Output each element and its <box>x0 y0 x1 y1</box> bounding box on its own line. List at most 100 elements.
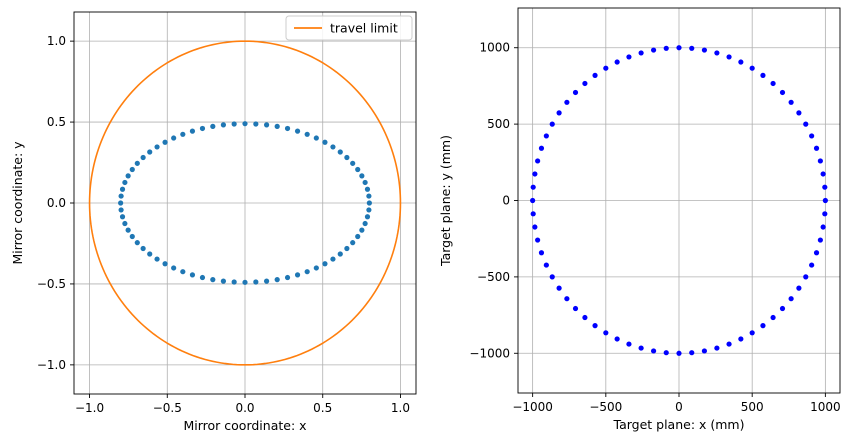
x-tick-label: −0.5 <box>153 401 182 415</box>
data-point <box>344 154 350 161</box>
data-point <box>359 173 365 179</box>
y-tick-label: 0.5 <box>47 115 66 129</box>
legend-label-travel-limit: travel limit <box>330 21 398 36</box>
data-point <box>294 128 301 134</box>
x-tick-label: 0.5 <box>313 401 332 415</box>
data-point <box>210 277 216 283</box>
data-point <box>614 336 620 342</box>
chart-mirror-coordinates: −1.0 −0.5 0.0 0.5 1.0 −1.0 −0.5 0.0 0.5 1.0 Mirro… <box>10 11 417 433</box>
data-point <box>796 285 802 291</box>
data-point <box>125 173 131 179</box>
data-point <box>122 179 128 186</box>
data-point <box>231 121 237 127</box>
data-point <box>663 45 669 51</box>
data-point <box>125 227 131 233</box>
data-point <box>822 197 828 204</box>
data-point <box>535 158 541 164</box>
data-point <box>263 122 270 128</box>
data-point <box>147 251 153 257</box>
data-point <box>626 341 632 347</box>
x-tick-label: −1.0 <box>75 401 104 415</box>
data-point <box>242 121 248 127</box>
data-point <box>817 237 823 243</box>
data-point <box>817 158 823 164</box>
y-tick-label: −1000 <box>469 346 510 360</box>
data-point <box>355 166 361 173</box>
data-point <box>538 145 545 151</box>
data-point <box>189 128 196 134</box>
data-point <box>549 121 555 127</box>
data-point <box>582 80 588 87</box>
axis-ticks: −1.0 −0.5 0.0 0.5 1.0 −1.0 −0.5 0.0 0.5 1.0 <box>37 34 410 415</box>
series-layer <box>530 45 828 356</box>
data-point <box>822 184 828 190</box>
data-point <box>549 274 555 280</box>
data-point <box>714 345 720 351</box>
data-point <box>714 50 720 56</box>
data-point <box>726 341 732 347</box>
data-point <box>803 274 809 280</box>
data-point <box>770 314 776 321</box>
data-point <box>199 274 206 281</box>
data-point <box>171 135 177 141</box>
data-point <box>676 350 682 356</box>
data-point <box>760 72 766 78</box>
data-point <box>572 305 579 312</box>
y-tick-label: 1.0 <box>47 34 66 48</box>
data-point <box>650 47 657 53</box>
data-point <box>770 80 776 87</box>
data-point <box>118 207 124 213</box>
x-tick-label: 1000 <box>810 400 841 414</box>
data-point <box>162 261 168 267</box>
data-point <box>304 269 310 275</box>
y-tick-label: −0.5 <box>37 277 66 291</box>
data-point <box>663 350 669 356</box>
grid-lines <box>518 8 840 393</box>
data-point <box>119 214 126 220</box>
data-point <box>118 193 124 199</box>
data-point <box>129 166 135 173</box>
data-point <box>738 59 744 65</box>
data-point <box>532 224 538 230</box>
y-tick-label: −1.0 <box>37 358 66 372</box>
data-point <box>242 279 248 285</box>
data-point <box>140 245 146 252</box>
series-layer <box>88 40 402 366</box>
data-point <box>543 133 549 139</box>
data-point <box>140 154 146 161</box>
data-point <box>760 323 766 329</box>
data-point <box>119 186 126 192</box>
x-axis-label: Target plane: x (mm) <box>613 417 745 432</box>
data-point <box>788 99 794 105</box>
data-point <box>564 296 570 302</box>
data-point <box>263 278 270 284</box>
y-tick-label: 0.0 <box>47 196 66 210</box>
axis-ticks: −1000 −500 0 500 1000 −1000 −500 0 500 1000 <box>469 41 840 414</box>
y-tick-label: 500 <box>487 117 510 131</box>
data-point <box>274 277 280 283</box>
data-point <box>210 123 216 129</box>
data-point <box>556 110 562 116</box>
data-point <box>362 179 368 186</box>
travel-limit-line <box>88 40 402 366</box>
data-point <box>313 135 319 141</box>
data-point <box>556 285 562 291</box>
data-point <box>337 149 343 155</box>
data-point <box>366 193 372 199</box>
x-tick-label: 0.0 <box>235 401 254 415</box>
legend-box <box>285 15 413 41</box>
data-point <box>231 279 237 285</box>
data-point <box>180 269 186 275</box>
data-point <box>592 72 598 78</box>
data-point <box>162 139 168 145</box>
data-point <box>779 89 786 96</box>
data-point <box>359 227 365 233</box>
data-point <box>779 305 786 312</box>
data-point <box>603 330 609 336</box>
data-point <box>322 261 328 267</box>
data-point <box>366 207 372 213</box>
data-point <box>189 272 196 278</box>
data-point <box>330 256 336 262</box>
data-point <box>253 279 259 285</box>
chart-target-plane: −1000 −500 0 500 1000 −1000 −500 0 500 1000 Targe… <box>438 7 841 432</box>
